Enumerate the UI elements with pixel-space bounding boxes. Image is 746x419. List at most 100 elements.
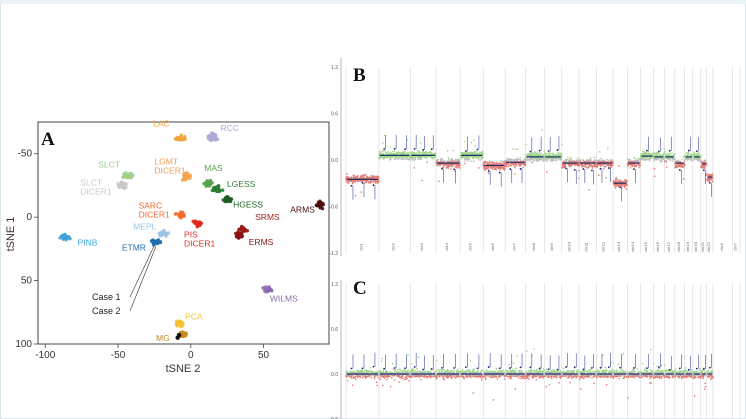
cnv-y-tick-label: 0.6: [331, 112, 338, 118]
probe-point: [444, 164, 446, 166]
probe-point: [482, 156, 484, 159]
probe-point: [611, 163, 614, 166]
probe-point: [349, 179, 352, 182]
probe-point: [345, 371, 348, 373]
tsne-sample-point: [177, 212, 181, 216]
probe-point: [514, 166, 516, 169]
probe-point: [388, 371, 391, 373]
probe-point: [452, 164, 455, 166]
probe-point: [437, 158, 440, 161]
probe-point: [382, 376, 385, 378]
probe-point: [609, 159, 611, 161]
probe-point: [446, 368, 449, 371]
case-connector-line: [129, 246, 157, 312]
probe-point: [353, 180, 355, 183]
probe-point: [387, 151, 390, 153]
probe-point: [655, 158, 658, 161]
tsne-y-tick-label: 100: [15, 339, 32, 350]
probe-point: [415, 153, 417, 156]
probe-point: [660, 158, 663, 160]
probe-point: [549, 152, 552, 155]
probe-point: [485, 166, 488, 169]
probe-point: [555, 159, 558, 162]
probe-point: [527, 153, 530, 155]
cnv-c-chromosome-grid: [345, 284, 741, 419]
probe-point: [472, 392, 474, 394]
probe-point: [648, 160, 651, 162]
probe-point: [459, 164, 461, 167]
probe-point: [376, 384, 378, 387]
panel-letter-b: B: [353, 65, 366, 86]
tsne-sample-point: [181, 214, 185, 218]
probe-point: [626, 165, 629, 168]
gene-marker: [658, 150, 660, 153]
probe-point: [629, 164, 631, 166]
gene-marker: [695, 150, 698, 152]
probe-point: [681, 166, 684, 168]
tsne-sample-point: [320, 206, 325, 211]
probe-point: [399, 157, 401, 160]
tsne-cluster-label: MG: [156, 333, 170, 343]
probe-point: [361, 376, 364, 379]
chromosome-label: chr20: [693, 241, 698, 252]
probe-point: [389, 151, 392, 154]
probe-point: [664, 150, 666, 153]
probe-point: [498, 375, 501, 378]
tsne-cluster-label: ERMS: [249, 237, 274, 247]
probe-point: [531, 161, 533, 164]
probe-point: [540, 152, 543, 155]
probe-point: [519, 158, 521, 160]
chromosome-label: chr17: [666, 241, 671, 252]
probe-point: [514, 148, 517, 151]
probe-point: [553, 154, 556, 157]
gene-marker: [476, 148, 479, 151]
probe-point: [473, 371, 476, 373]
probe-point: [602, 163, 605, 166]
probe-point: [351, 375, 353, 377]
probe-point: [389, 156, 392, 159]
probe-point: [455, 375, 458, 377]
probe-point: [423, 156, 425, 158]
probe-point: [538, 151, 541, 153]
chromosome-label: chr10: [566, 241, 571, 252]
probe-point: [474, 150, 476, 153]
probe-point: [445, 164, 448, 167]
probe-point: [693, 151, 696, 154]
probe-point: [471, 151, 474, 154]
probe-point: [435, 370, 437, 372]
probe-point: [463, 158, 466, 161]
probe-point: [439, 161, 441, 163]
probe-point: [443, 371, 445, 374]
probe-point: [416, 150, 419, 152]
tsne-sample-point: [239, 233, 244, 237]
probe-point: [470, 160, 473, 163]
cnv-y-tick-label: 1.2: [331, 65, 338, 71]
tsne-sample-point: [157, 231, 161, 236]
probe-point: [421, 179, 423, 182]
probe-point: [484, 378, 487, 381]
probe-point: [677, 160, 680, 162]
probe-point: [668, 152, 670, 155]
probe-point: [699, 154, 702, 157]
probe-point: [360, 191, 362, 193]
probe-point: [415, 151, 418, 154]
probe-point: [567, 163, 569, 165]
probe-point: [378, 150, 381, 153]
tsne-sample-point: [213, 138, 217, 142]
probe-point: [382, 156, 385, 158]
gene-marker: [633, 168, 635, 170]
probe-point: [653, 175, 656, 178]
probe-point: [576, 164, 579, 167]
probe-point: [380, 357, 383, 360]
probe-point: [577, 157, 580, 160]
probe-point: [447, 156, 450, 159]
probe-point: [414, 158, 417, 161]
probe-point: [465, 157, 467, 159]
probe-point: [352, 376, 355, 378]
probe-point: [437, 368, 439, 371]
probe-point: [351, 371, 354, 373]
probe-point: [401, 156, 404, 159]
probe-point: [644, 152, 646, 155]
probe-point: [551, 159, 553, 162]
probe-point: [516, 148, 519, 151]
